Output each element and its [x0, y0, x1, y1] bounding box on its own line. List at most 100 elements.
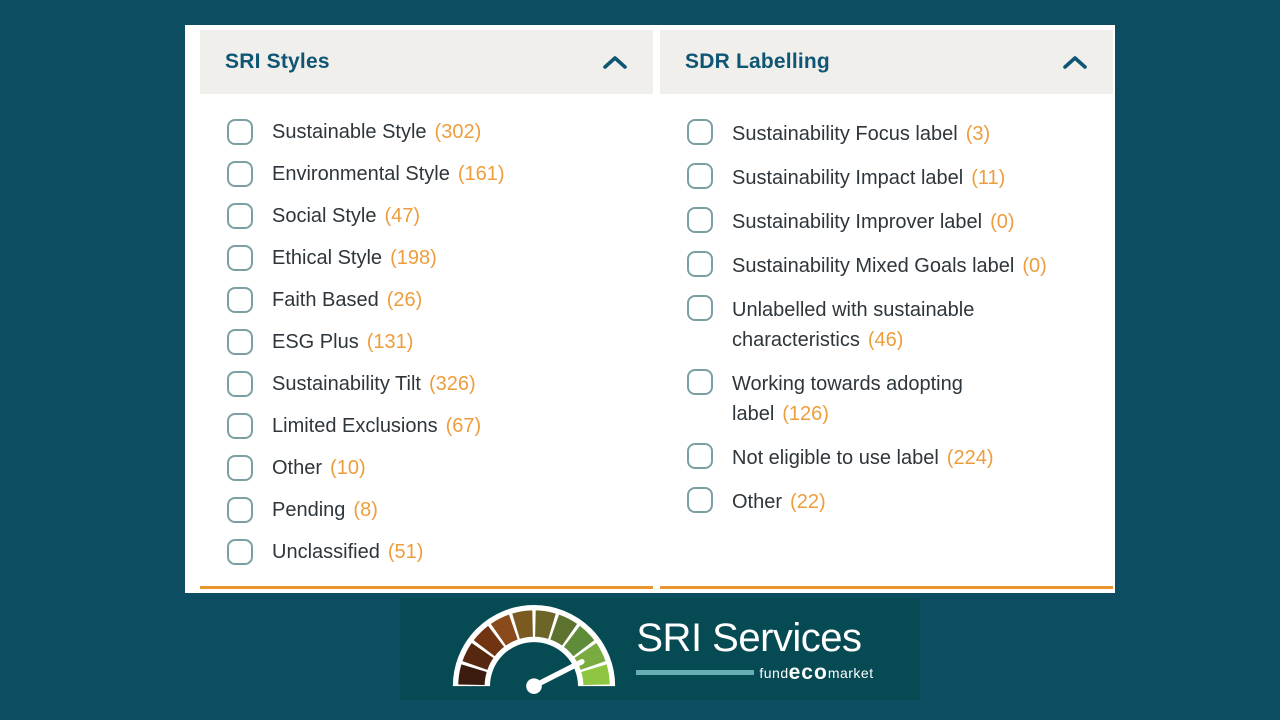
filter-label: Sustainable Style (302): [272, 119, 481, 146]
filter-label: Not eligible to use label (224): [732, 443, 994, 473]
filter-label-text: Ethical Style: [272, 247, 383, 269]
filter-count: (51): [387, 541, 424, 563]
checkbox[interactable]: [227, 161, 253, 187]
filter-count: (326): [428, 373, 476, 395]
filter-count: (126): [782, 403, 829, 425]
filter-option: Pending (8): [227, 497, 643, 524]
filter-count: (46): [867, 329, 904, 351]
checkbox[interactable]: [687, 443, 713, 469]
checkbox[interactable]: [227, 413, 253, 439]
filter-label-text: ESG Plus: [272, 331, 359, 353]
filter-option: Sustainability Improver label (0): [687, 207, 1103, 237]
filter-option: Not eligible to use label (224): [687, 443, 1103, 473]
filter-count: (3): [965, 123, 991, 145]
filter-label: Working towards adopting label (126): [732, 369, 1064, 429]
filter-label: Sustainability Impact label (11): [732, 163, 1005, 193]
checkbox[interactable]: [687, 207, 713, 233]
filter-option: Social Style (47): [227, 203, 643, 230]
checkbox[interactable]: [687, 251, 713, 277]
panel-header-sdr-labelling[interactable]: SDR Labelling: [660, 30, 1113, 94]
filter-label: Faith Based (26): [272, 287, 422, 314]
filter-option: Ethical Style (198): [227, 245, 643, 272]
panel-title-sri-styles: SRI Styles: [225, 50, 330, 73]
filter-count: (11): [971, 167, 1006, 189]
gauge-segments: [458, 610, 611, 686]
filter-count: (0): [990, 211, 1015, 233]
chevron-up-icon[interactable]: [1062, 55, 1088, 70]
filter-count: (22): [790, 491, 826, 513]
filter-label: Sustainability Focus label (3): [732, 119, 990, 149]
filter-label-text: Unclassified: [272, 541, 380, 563]
filter-label: Environmental Style (161): [272, 161, 505, 188]
checkbox[interactable]: [227, 371, 253, 397]
filter-label: Sustainability Improver label (0): [732, 207, 1015, 237]
filter-label-text: Sustainability Focus label: [732, 123, 958, 145]
filter-label: Ethical Style (198): [272, 245, 437, 272]
filter-option: Unlabelled with sustainable characterist…: [687, 295, 1103, 355]
chevron-up-icon[interactable]: [602, 55, 628, 70]
checkbox[interactable]: [227, 497, 253, 523]
filter-count: (0): [1022, 255, 1047, 277]
filter-option: Faith Based (26): [227, 287, 643, 314]
filter-label: Unclassified (51): [272, 539, 423, 566]
filter-label: Limited Exclusions (67): [272, 413, 481, 440]
logo-text: SRI Services fund eco market: [636, 615, 874, 683]
checkbox[interactable]: [687, 295, 713, 321]
filter-label-text: Limited Exclusions: [272, 415, 438, 437]
filter-option: Working towards adopting label (126): [687, 369, 1103, 429]
filter-option: Sustainable Style (302): [227, 119, 643, 146]
logo-sub-market: market: [827, 664, 874, 681]
filter-label-text: Other: [272, 457, 323, 479]
filter-label-text: Working towards adopting label: [732, 373, 963, 425]
filter-count: (10): [330, 457, 366, 479]
filter-count: (131): [366, 331, 414, 353]
checkbox[interactable]: [687, 369, 713, 395]
filter-label-text: Unlabelled with sustainable characterist…: [732, 299, 975, 351]
speedometer-gauge-icon: [446, 602, 622, 696]
filter-label-text: Pending: [272, 499, 346, 521]
filter-label: Pending (8): [272, 497, 378, 524]
filter-label: Sustainability Tilt (326): [272, 371, 476, 398]
filter-count: (198): [390, 247, 437, 269]
panel-sdr-labelling: SDR Labelling Sustainability Focus label…: [660, 30, 1113, 591]
panel-title-sdr-labelling: SDR Labelling: [685, 50, 830, 73]
filter-option: Sustainability Impact label (11): [687, 163, 1103, 193]
filter-option: Other (22): [687, 487, 1103, 517]
logo-title: SRI Services: [636, 615, 862, 660]
filter-option: Sustainability Tilt (326): [227, 371, 643, 398]
checkbox[interactable]: [687, 163, 713, 189]
filter-count: (224): [946, 447, 994, 469]
panel-sri-styles: SRI Styles Sustainable Style (302) Environ…: [200, 30, 653, 591]
filters-panel: SRI Styles Sustainable Style (302) Environ…: [185, 25, 1115, 593]
checkbox[interactable]: [687, 487, 713, 513]
panel-body-sdr-labelling: Sustainability Focus label (3) Sustainabil…: [660, 94, 1113, 586]
filter-label-text: Not eligible to use label: [732, 447, 939, 469]
filter-label-text: Other: [732, 491, 783, 513]
filter-count: (26): [386, 289, 423, 311]
filter-count: (67): [445, 415, 482, 437]
filter-label: Social Style (47): [272, 203, 420, 230]
checkbox[interactable]: [227, 329, 253, 355]
filter-label-text: Sustainability Improver label: [732, 211, 983, 233]
logo-sub-fund: fund: [759, 664, 789, 681]
filter-label-text: Sustainability Tilt: [272, 373, 421, 395]
filter-label-text: Faith Based: [272, 289, 379, 311]
checkbox[interactable]: [227, 539, 253, 565]
checkbox[interactable]: [227, 203, 253, 229]
logo-subtitle: fund eco market: [636, 662, 874, 683]
filter-label-text: Social Style: [272, 205, 377, 227]
filter-label: Other (10): [272, 455, 366, 482]
checkbox[interactable]: [687, 119, 713, 145]
logo-divider-line: [636, 670, 755, 675]
filter-count: (47): [384, 205, 421, 227]
checkbox[interactable]: [227, 119, 253, 145]
panel-bottom-rule: [200, 586, 653, 589]
checkbox[interactable]: [227, 245, 253, 271]
filter-option: Limited Exclusions (67): [227, 413, 643, 440]
checkbox[interactable]: [227, 287, 253, 313]
filter-option: Environmental Style (161): [227, 161, 643, 188]
checkbox[interactable]: [227, 455, 253, 481]
filter-option: ESG Plus (131): [227, 329, 643, 356]
filter-count: (161): [457, 163, 505, 185]
panel-header-sri-styles[interactable]: SRI Styles: [200, 30, 653, 94]
